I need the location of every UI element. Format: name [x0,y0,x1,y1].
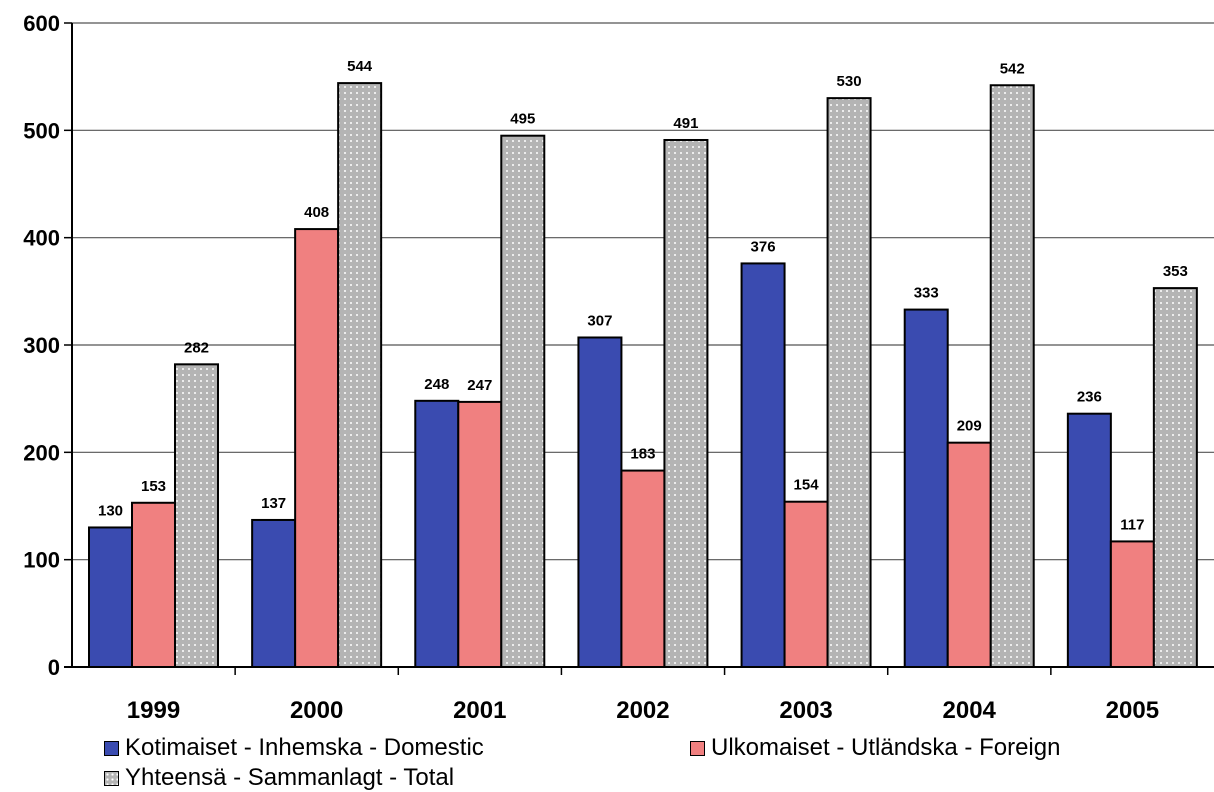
bar-1-2005 [1109,540,1155,668]
data-label: 495 [510,111,535,128]
data-label: 376 [751,238,776,255]
legend-swatch-foreign [690,740,705,756]
data-label: 282 [184,339,209,356]
data-label: 137 [261,495,286,512]
x-tick-label: 2000 [290,697,343,724]
bar-1-2002 [620,469,666,668]
data-label: 408 [304,204,329,221]
bar-0-2004 [903,308,949,668]
bar-2-2000 [337,82,383,668]
bars [88,82,1198,669]
bar-2-2004 [989,84,1035,668]
legend-swatch-total [104,770,119,786]
data-label: 491 [673,115,698,132]
data-label: 248 [424,376,449,393]
bar-0-2003 [740,262,786,668]
legend-item-foreign: Ulkomaiset - Utländska - Foreign [690,734,1060,762]
bar-2-2002 [663,138,709,668]
bar-2-2001 [500,134,546,668]
y-tick-label: 400 [23,226,60,251]
data-label: 117 [1120,516,1144,533]
legend-label-foreign: Ulkomaiset - Utländska - Foreign [711,734,1061,761]
legend-label-total: Yhteensä - Sammanlagt - Total [125,764,455,791]
data-label: 247 [467,377,492,394]
y-tick-label: 500 [23,118,60,143]
bar-0-2005 [1066,412,1112,668]
data-label: 333 [914,285,939,302]
data-label: 153 [141,478,166,495]
x-tick-label: 2004 [943,697,997,724]
bar-2-1999 [174,363,219,668]
bar-1-2000 [294,228,340,669]
x-tick-label: 2005 [1106,697,1159,724]
data-label: 530 [837,73,862,90]
bar-1-2001 [457,400,503,668]
bar-0-1999 [88,526,133,669]
y-tick-label: 600 [23,11,60,36]
data-label: 236 [1077,389,1102,406]
bar-0-2002 [577,336,623,668]
legend-swatch-domestic [104,740,119,756]
bar-2-2005 [1152,287,1198,668]
x-tick-label: 1999 [127,697,180,724]
data-label: 542 [1000,60,1025,77]
y-tick-label: 200 [23,440,60,465]
x-tick-label: 2002 [616,697,669,724]
data-label: 183 [630,446,655,463]
y-tick-label: 0 [48,655,60,680]
x-tick-label: 2003 [779,697,832,724]
data-label: 353 [1163,263,1188,280]
legend-item-domestic: Kotimaiset - Inhemska - Domestic [104,734,484,762]
legend-item-total: Yhteensä - Sammanlagt - Total [104,764,454,792]
bar-1-1999 [131,501,176,668]
data-label: 130 [98,502,123,519]
data-label: 544 [347,58,373,75]
x-tick-label: 2001 [453,697,506,724]
bar-0-2000 [251,518,297,668]
legend-label-domestic: Kotimaiset - Inhemska - Domestic [125,734,484,761]
data-label: 209 [957,418,982,435]
data-label: 154 [794,477,820,494]
y-tick-label: 300 [23,333,60,358]
bar-1-2003 [783,500,829,668]
y-tick-label: 100 [23,548,60,573]
bar-0-2001 [414,399,460,668]
bar-2-2003 [826,97,872,668]
data-label: 307 [587,312,612,329]
labels: 0 100 200 300 400 500 600 130 153 282 1999 137 408 54… [23,11,1188,724]
bar-1-2004 [946,441,992,668]
